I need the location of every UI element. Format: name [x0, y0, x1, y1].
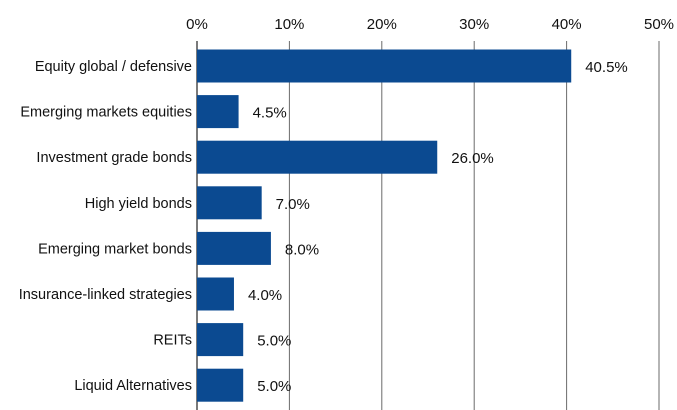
value-label: 5.0%	[257, 333, 291, 350]
x-tick-label: 30%	[459, 16, 489, 33]
value-label: 40.5%	[585, 59, 628, 76]
value-label: 7.0%	[276, 196, 310, 213]
bars	[197, 49, 572, 402]
value-label: 26.0%	[451, 150, 494, 167]
category-label: Liquid Alternatives	[74, 378, 192, 394]
bar	[197, 95, 239, 129]
value-label: 4.0%	[248, 287, 282, 304]
category-label: High yield bonds	[85, 196, 192, 212]
category-label: Emerging market bonds	[38, 241, 192, 257]
value-label: 4.5%	[253, 105, 287, 122]
category-labels: Equity global / defensive Emerging market…	[19, 59, 192, 394]
x-tick-label: 20%	[367, 16, 397, 33]
value-labels: 40.5% 4.5% 26.0% 7.0% 8.0% 4.0% 5.0% 5.0%	[248, 59, 628, 395]
x-axis-ticks: 0% 10% 20% 30% 40% 50%	[186, 16, 674, 33]
x-tick-label: 40%	[552, 16, 582, 33]
bar	[197, 140, 438, 174]
category-label: REITs	[153, 333, 192, 349]
category-label: Insurance-linked strategies	[19, 287, 192, 303]
category-label: Emerging markets equities	[20, 105, 192, 121]
category-label: Investment grade bonds	[36, 150, 192, 166]
bar	[197, 277, 234, 311]
bar	[197, 186, 262, 220]
category-label: Equity global / defensive	[35, 59, 192, 75]
bar	[197, 368, 244, 402]
value-label: 8.0%	[285, 241, 319, 258]
x-tick-label: 50%	[644, 16, 674, 33]
bar	[197, 231, 271, 265]
gridlines	[196, 41, 660, 410]
bar	[197, 323, 244, 357]
x-tick-label: 10%	[274, 16, 304, 33]
value-label: 5.0%	[257, 378, 291, 395]
x-tick-label: 0%	[186, 16, 208, 33]
bar	[197, 49, 572, 83]
